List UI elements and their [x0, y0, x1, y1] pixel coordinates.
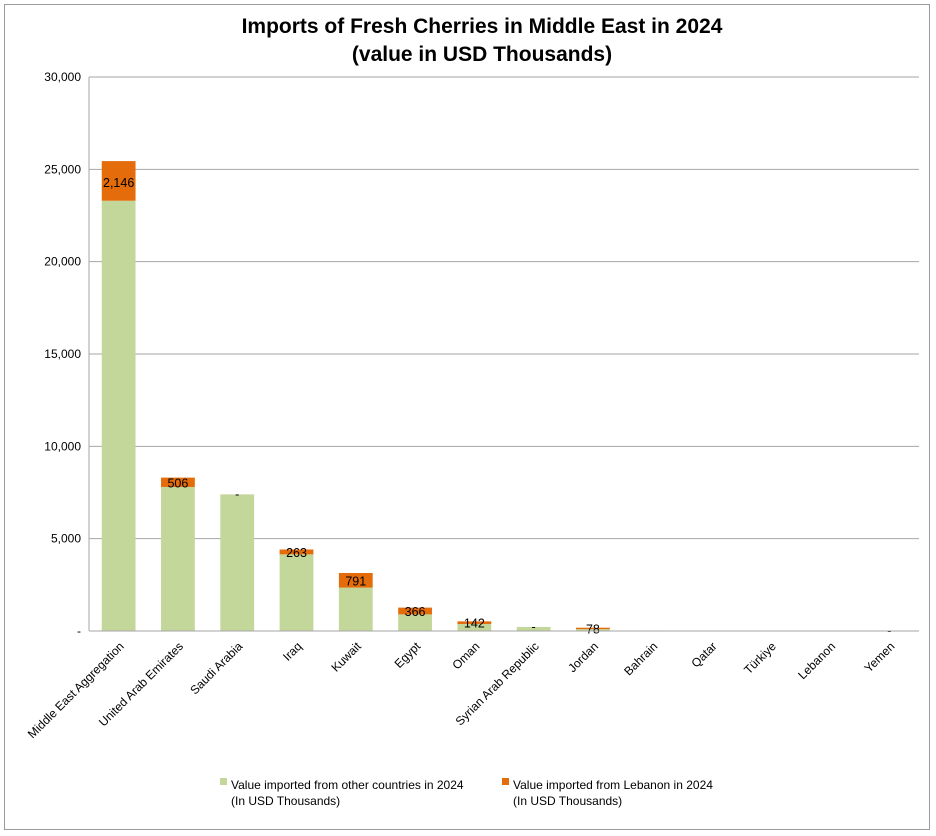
- bar-other: [576, 629, 610, 631]
- chart-frame: Imports of Fresh Cherries in Middle East…: [4, 4, 930, 830]
- y-tick-label: -: [77, 624, 81, 638]
- x-tick-label: Oman: [449, 639, 482, 672]
- legend-swatch-other: [220, 778, 227, 785]
- gridlines: [89, 76, 919, 632]
- y-tick-label: 5,000: [51, 532, 81, 546]
- x-tick-label: Iraq: [280, 639, 305, 664]
- bar-other: [279, 554, 314, 631]
- bar-lebanon: [457, 621, 492, 624]
- bar-lebanon: [576, 627, 610, 630]
- y-tick-label: 25,000: [44, 162, 81, 176]
- data-label-lebanon: -: [532, 620, 536, 634]
- y-tick-label: 15,000: [44, 347, 81, 361]
- chart-title: Imports of Fresh Cherries in Middle East…: [242, 15, 723, 38]
- bars: [101, 161, 907, 631]
- data-label-lebanon: 366: [405, 605, 426, 619]
- bar-lebanon: [398, 607, 432, 615]
- legend-label-lebanon-line2: (In USD Thousands): [513, 794, 622, 808]
- x-tick-label: Qatar: [688, 639, 719, 670]
- data-label-lebanon: -: [235, 487, 239, 501]
- bar-lebanon: [279, 549, 314, 555]
- y-tick-label: 10,000: [44, 439, 81, 453]
- data-label-lebanon: 78: [586, 622, 600, 636]
- x-tick-label: Saudi Arabia: [187, 639, 245, 697]
- y-axis: - 5,000 10,000 15,000 20,000 25,000 30,000: [44, 70, 90, 638]
- x-tick-label: Jordan: [565, 639, 601, 675]
- x-tick-label: Lebanon: [795, 639, 838, 682]
- legend: Value imported from other countries in 2…: [220, 778, 713, 808]
- x-tick-label: Middle East Aggregation: [25, 639, 127, 741]
- data-label-lebanon: 2,146: [103, 176, 134, 190]
- chart: Imports of Fresh Cherries in Middle East…: [25, 15, 919, 808]
- data-label-lebanon: 263: [286, 546, 307, 560]
- bar-other: [398, 614, 432, 631]
- y-tick-label: 30,000: [44, 70, 81, 84]
- bar-other: [220, 494, 255, 631]
- legend-label-other: Value imported from other countries in 2…: [231, 778, 464, 792]
- bar-other: [516, 626, 551, 631]
- bar-lebanon: [338, 572, 373, 588]
- x-tick-label: Bahrain: [621, 639, 660, 678]
- bar-lebanon: [101, 161, 136, 201]
- x-tick-label: Türkiye: [741, 639, 779, 677]
- legend-swatch-lebanon: [502, 778, 509, 785]
- x-tick-label: Egypt: [392, 639, 424, 671]
- bar-lebanon: [161, 477, 195, 487]
- bar-other: [101, 200, 136, 631]
- legend-label-lebanon: Value imported from Lebanon in 2024: [513, 778, 713, 792]
- bar-other: [161, 486, 195, 631]
- data-label-lebanon: 791: [345, 574, 366, 588]
- bar-other: [457, 623, 492, 631]
- legend-label-other-line2: (In USD Thousands): [231, 794, 340, 808]
- x-tick-label: Yemen: [861, 639, 897, 675]
- bar-other: [338, 587, 373, 631]
- data-label-lebanon: 506: [167, 476, 188, 490]
- x-tick-label: Kuwait: [329, 639, 365, 675]
- data-label-lebanon: 142: [464, 617, 485, 631]
- chart-subtitle: (value in USD Thousands): [352, 43, 612, 66]
- data-label-lebanon: -: [650, 623, 654, 637]
- y-tick-label: 20,000: [44, 255, 81, 269]
